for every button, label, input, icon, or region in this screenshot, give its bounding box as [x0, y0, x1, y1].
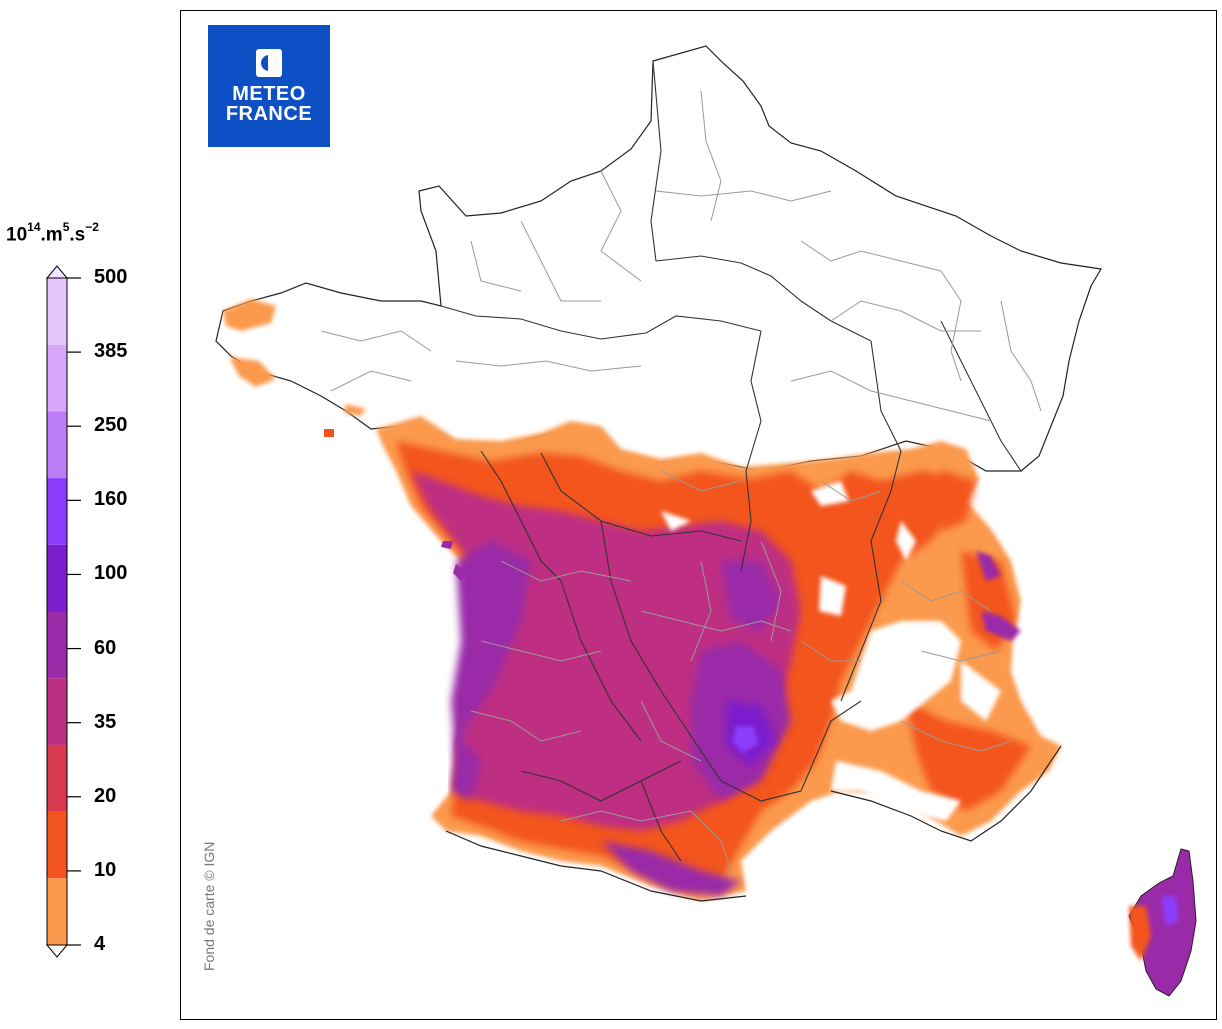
logo-line-2: FRANCE	[225, 103, 313, 125]
low-values	[661, 481, 1001, 821]
legend-bin	[47, 544, 67, 612]
meteo-france-emblem-icon	[256, 49, 282, 77]
brittany-west	[223, 299, 276, 331]
legend-bin	[47, 678, 67, 745]
legend-bin	[47, 478, 67, 545]
legend-label: 4	[94, 933, 106, 955]
legend-colorbar	[45, 265, 81, 958]
legend-unit: 1014.m5.s−2	[6, 220, 99, 246]
department-borders	[320, 90, 1042, 872]
map-credit: Fond de carte © IGN	[201, 841, 217, 971]
legend-label: 385	[94, 340, 128, 363]
legend-top-arrow	[45, 265, 69, 279]
brittany-southwest	[229, 357, 276, 387]
map-frame: METEO FRANCE Fond de carte © IGN	[180, 10, 1217, 1020]
legend-bin	[47, 344, 67, 412]
legend-label: 100	[94, 562, 128, 585]
logo-line-1: METEO	[232, 83, 306, 105]
meteo-france-logo: METEO FRANCE	[208, 25, 330, 147]
legend-label: 10	[94, 858, 117, 881]
legend-bin	[47, 411, 67, 479]
legend-label: 35	[94, 710, 117, 733]
legend-label: 60	[94, 636, 117, 659]
legend-bottom-arrow	[45, 944, 69, 958]
france-map	[215, 45, 1197, 997]
legend-label: 250	[94, 414, 128, 437]
legend-label: 20	[94, 784, 117, 807]
legend-bin	[47, 611, 67, 679]
legend-bin	[47, 811, 67, 879]
legend-bin	[47, 744, 67, 812]
corsica	[1128, 848, 1197, 997]
legend-bin	[47, 278, 67, 345]
region-borders	[440, 60, 1022, 862]
intensity-field	[376, 416, 1061, 901]
legend-bin	[47, 878, 67, 945]
legend-label: 160	[94, 488, 128, 511]
legend-label: 500	[94, 266, 128, 288]
